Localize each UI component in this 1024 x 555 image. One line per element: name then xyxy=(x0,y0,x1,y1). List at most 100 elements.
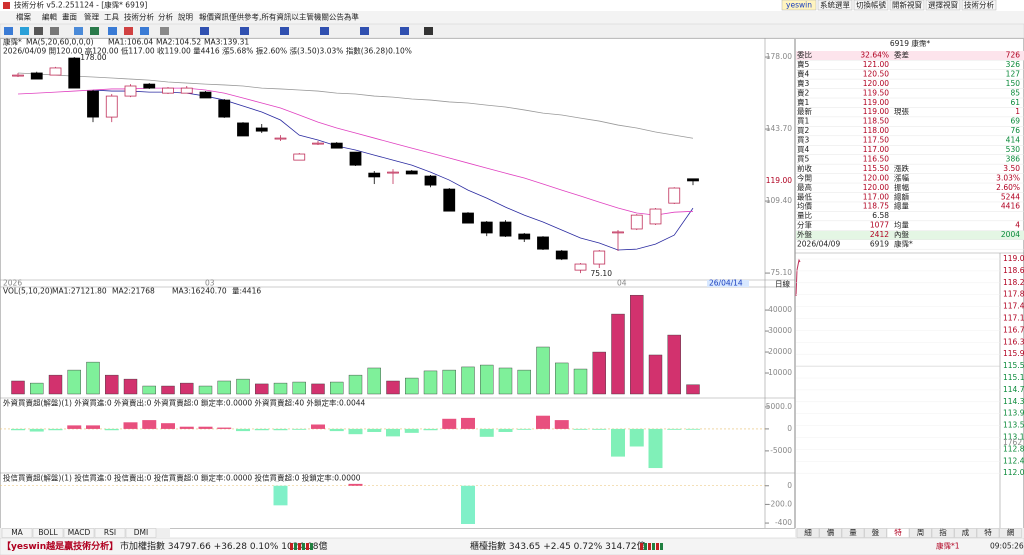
volume-bar xyxy=(30,382,44,395)
tool-icon[interactable] xyxy=(90,27,99,35)
net-buy-bar xyxy=(611,428,625,457)
detail-tab-label[interactable]: 指 xyxy=(939,527,947,537)
status-bar-indicator xyxy=(294,543,297,550)
menu-button-label[interactable]: 開新視窗 xyxy=(892,0,922,10)
intraday-tick-label: 115.1 xyxy=(1003,373,1024,382)
menu-button[interactable] xyxy=(889,0,925,11)
chart-title: 康霈* xyxy=(3,37,22,47)
menu-item[interactable]: 說明 xyxy=(178,12,193,22)
tool-icon[interactable] xyxy=(240,27,249,35)
period-label[interactable]: 日線 xyxy=(775,279,790,289)
tool-icon[interactable] xyxy=(424,27,433,35)
detail-tab[interactable] xyxy=(909,528,932,538)
menu-item[interactable]: 編輯 xyxy=(42,12,57,22)
tool-icon[interactable] xyxy=(320,27,329,35)
menu-button[interactable] xyxy=(817,0,853,11)
detail-tab-label[interactable]: 特 xyxy=(894,527,902,537)
tool-icon[interactable] xyxy=(4,27,13,35)
y-tick-label: 10000 xyxy=(768,368,792,377)
panel-legend: MA2:21768 xyxy=(112,287,155,296)
detail-tab-label[interactable]: 特 xyxy=(984,527,992,537)
quote-size: 61 xyxy=(1010,98,1020,107)
ma-legend: MA3:139.31 xyxy=(204,38,249,47)
menu-button-label[interactable]: yeswin xyxy=(786,1,812,10)
indicator-tab[interactable] xyxy=(1,528,33,538)
detail-tab-label[interactable]: 成 xyxy=(962,527,970,537)
indicator-tab[interactable] xyxy=(63,528,95,538)
menu-item[interactable]: 工具 xyxy=(104,13,119,22)
indicator-tab-label[interactable]: MA xyxy=(11,528,23,537)
detail-tab[interactable] xyxy=(819,528,842,538)
indicator-tab-label[interactable]: RSI xyxy=(104,528,116,537)
tool-icon[interactable] xyxy=(400,27,409,35)
net-buy-bar xyxy=(498,428,513,432)
menu-item[interactable]: 畫面 xyxy=(62,12,77,22)
indicator-tab[interactable] xyxy=(32,528,64,538)
quote-label: 買5 xyxy=(797,154,809,163)
candle-body xyxy=(630,214,643,230)
menu-button-label[interactable]: 選擇視窗 xyxy=(928,0,958,10)
detail-tab-label[interactable]: 價 xyxy=(827,528,835,537)
tool-icon[interactable] xyxy=(74,27,83,35)
y-tick-label: -200.0 xyxy=(768,499,792,508)
net-buy-bar xyxy=(348,428,363,435)
indicator-tab-label[interactable]: DMI xyxy=(134,528,148,537)
tool-icon[interactable] xyxy=(280,27,289,35)
detail-tab[interactable] xyxy=(841,528,865,538)
indicator-tab-label[interactable]: BOLL xyxy=(38,528,58,537)
menu-item[interactable]: 分析 xyxy=(158,12,173,22)
tool-icon[interactable] xyxy=(200,27,209,35)
status-brand: 【yeswin越是贏技術分析】 xyxy=(2,540,118,552)
detail-tab[interactable] xyxy=(954,528,977,538)
tool-icon[interactable] xyxy=(20,27,29,35)
tool-icon[interactable] xyxy=(34,27,43,35)
candle-body xyxy=(218,99,231,118)
quote-label: 分筆 xyxy=(797,220,812,230)
detail-tab[interactable] xyxy=(886,528,910,538)
menu-button[interactable] xyxy=(781,0,817,11)
quote-date: 2026/04/09 xyxy=(797,240,840,249)
tool-icon[interactable] xyxy=(50,27,59,35)
quote-price: 120.00 xyxy=(863,79,889,88)
candle-body xyxy=(49,67,62,76)
menu-button[interactable] xyxy=(925,0,961,11)
tool-icon[interactable] xyxy=(160,27,169,35)
menu-button[interactable] xyxy=(853,0,889,11)
indicator-tab-label[interactable]: MACD xyxy=(68,528,91,537)
detail-tab-label[interactable]: 周 xyxy=(917,528,925,537)
detail-tab-label[interactable]: 盤 xyxy=(872,527,880,537)
detail-tab[interactable] xyxy=(976,528,1000,538)
volume-bar xyxy=(423,370,438,395)
detail-tab[interactable] xyxy=(796,528,820,538)
menu-button-label[interactable]: 技術分析 xyxy=(964,0,994,10)
net-buy-bar xyxy=(367,428,382,432)
detail-tab-label[interactable]: 量 xyxy=(849,528,857,537)
tool-icon[interactable] xyxy=(124,27,133,35)
quote-highlight xyxy=(796,51,1024,60)
y-tick-label: 0 xyxy=(787,481,792,490)
candle-body xyxy=(668,187,681,204)
high-label: 178.00 xyxy=(80,53,106,62)
tool-icon[interactable] xyxy=(140,27,149,35)
y-tick-label: 143.70 xyxy=(766,124,792,133)
detail-tab[interactable] xyxy=(999,528,1022,538)
indicator-tab[interactable] xyxy=(94,528,126,538)
quote-value: 6.58 xyxy=(872,211,889,220)
menu-item[interactable]: 檔案 xyxy=(16,12,31,22)
detail-tab[interactable] xyxy=(931,528,955,538)
menu-item[interactable]: 管理 xyxy=(84,12,99,22)
intraday-tick-label: 117.4 xyxy=(1003,302,1024,311)
tool-icon[interactable] xyxy=(360,27,369,35)
indicator-tab[interactable] xyxy=(125,528,157,538)
detail-tab-label[interactable]: 網 xyxy=(1007,527,1015,537)
quote-value: 115.50 xyxy=(863,164,889,173)
detail-tab-label[interactable]: 細 xyxy=(804,527,812,537)
menu-button-label[interactable]: 切換帳號 xyxy=(856,0,886,10)
menu-button[interactable] xyxy=(961,0,997,11)
y-tick-label: -5000 xyxy=(770,446,792,455)
menu-item[interactable]: 技術分析 xyxy=(124,12,154,22)
candle-body xyxy=(30,72,43,80)
detail-tab[interactable] xyxy=(864,528,887,538)
menu-button-label[interactable]: 系統選單 xyxy=(820,0,850,10)
tool-icon[interactable] xyxy=(108,27,117,35)
